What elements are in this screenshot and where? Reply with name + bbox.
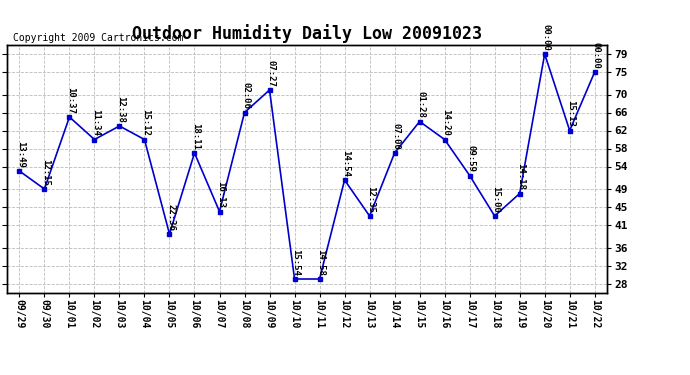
Text: 09:59: 09:59	[466, 145, 475, 172]
Text: Copyright 2009 Cartronics.com: Copyright 2009 Cartronics.com	[13, 33, 184, 42]
Text: 12:15: 12:15	[41, 159, 50, 185]
Text: 18:11: 18:11	[191, 123, 200, 149]
Title: Outdoor Humidity Daily Low 20091023: Outdoor Humidity Daily Low 20091023	[132, 24, 482, 44]
Text: 16:13: 16:13	[216, 181, 225, 208]
Text: 15:54: 15:54	[291, 249, 300, 275]
Text: 07:27: 07:27	[266, 60, 275, 86]
Text: 13:49: 13:49	[16, 141, 25, 167]
Text: 12:35: 12:35	[366, 186, 375, 212]
Text: 12:38: 12:38	[116, 96, 125, 122]
Text: 15:12: 15:12	[141, 109, 150, 136]
Text: 11:34: 11:34	[91, 109, 100, 136]
Text: 14:54: 14:54	[342, 150, 351, 176]
Text: 22:36: 22:36	[166, 204, 175, 230]
Text: 07:00: 07:00	[391, 123, 400, 149]
Text: 14:18: 14:18	[516, 163, 525, 190]
Text: 01:28: 01:28	[416, 91, 425, 118]
Text: 15:13: 15:13	[566, 100, 575, 127]
Text: 15:00: 15:00	[491, 186, 500, 212]
Text: 10:37: 10:37	[66, 87, 75, 113]
Text: 00:00: 00:00	[591, 42, 600, 68]
Text: 14:20: 14:20	[442, 109, 451, 136]
Text: 00:00: 00:00	[542, 24, 551, 50]
Text: 14:58: 14:58	[316, 249, 325, 275]
Text: 02:06: 02:06	[241, 82, 250, 109]
